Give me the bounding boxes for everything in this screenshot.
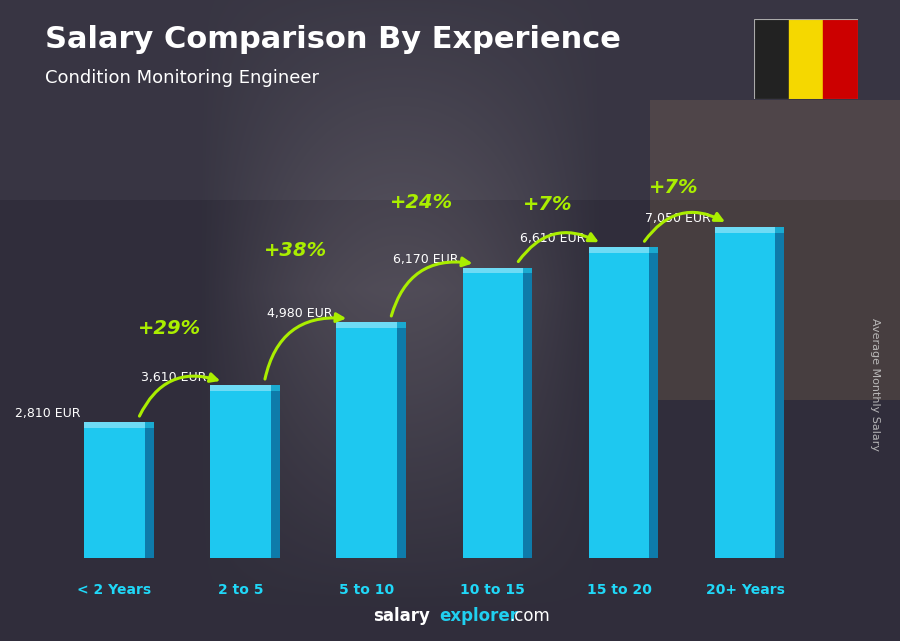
Text: 6,170 EUR: 6,170 EUR: [393, 253, 459, 265]
Bar: [649, 247, 658, 253]
Bar: [788, 19, 824, 99]
Bar: [271, 385, 280, 392]
Text: Condition Monitoring Engineer: Condition Monitoring Engineer: [45, 69, 319, 87]
Text: Salary Comparison By Experience: Salary Comparison By Experience: [45, 26, 621, 54]
Text: .com: .com: [509, 607, 550, 625]
Bar: [523, 274, 532, 558]
Bar: [145, 428, 154, 558]
Bar: [271, 392, 280, 558]
Bar: [775, 227, 784, 233]
Text: 15 to 20: 15 to 20: [587, 583, 652, 597]
Text: +7%: +7%: [649, 178, 698, 197]
Bar: [85, 422, 145, 428]
Bar: [85, 428, 145, 558]
Bar: [337, 322, 397, 328]
Text: explorer: explorer: [439, 607, 518, 625]
Bar: [397, 322, 406, 328]
Bar: [589, 253, 649, 558]
Bar: [211, 385, 271, 392]
Bar: [523, 267, 532, 274]
Bar: [824, 19, 858, 99]
Text: 2,810 EUR: 2,810 EUR: [15, 408, 80, 420]
Text: < 2 Years: < 2 Years: [77, 583, 151, 597]
Text: 4,980 EUR: 4,980 EUR: [267, 308, 333, 320]
Bar: [775, 233, 784, 558]
Bar: [715, 227, 775, 233]
Text: 3,610 EUR: 3,610 EUR: [141, 370, 207, 383]
Text: 2 to 5: 2 to 5: [218, 583, 264, 597]
Bar: [649, 253, 658, 558]
Text: +24%: +24%: [390, 193, 454, 212]
Bar: [754, 19, 788, 99]
Text: +29%: +29%: [138, 319, 201, 338]
Bar: [211, 392, 271, 558]
Bar: [397, 328, 406, 558]
Bar: [463, 267, 523, 274]
Text: Average Monthly Salary: Average Monthly Salary: [869, 318, 880, 451]
Bar: [337, 328, 397, 558]
Text: 10 to 15: 10 to 15: [461, 583, 526, 597]
Text: 20+ Years: 20+ Years: [706, 583, 785, 597]
Text: 7,050 EUR: 7,050 EUR: [645, 212, 711, 225]
Text: 5 to 10: 5 to 10: [339, 583, 394, 597]
Bar: [463, 274, 523, 558]
Text: +7%: +7%: [523, 195, 572, 214]
Text: +38%: +38%: [264, 240, 327, 260]
Text: 6,610 EUR: 6,610 EUR: [519, 233, 585, 246]
Bar: [145, 422, 154, 428]
Text: salary: salary: [374, 607, 430, 625]
Bar: [715, 233, 775, 558]
Bar: [589, 247, 649, 253]
